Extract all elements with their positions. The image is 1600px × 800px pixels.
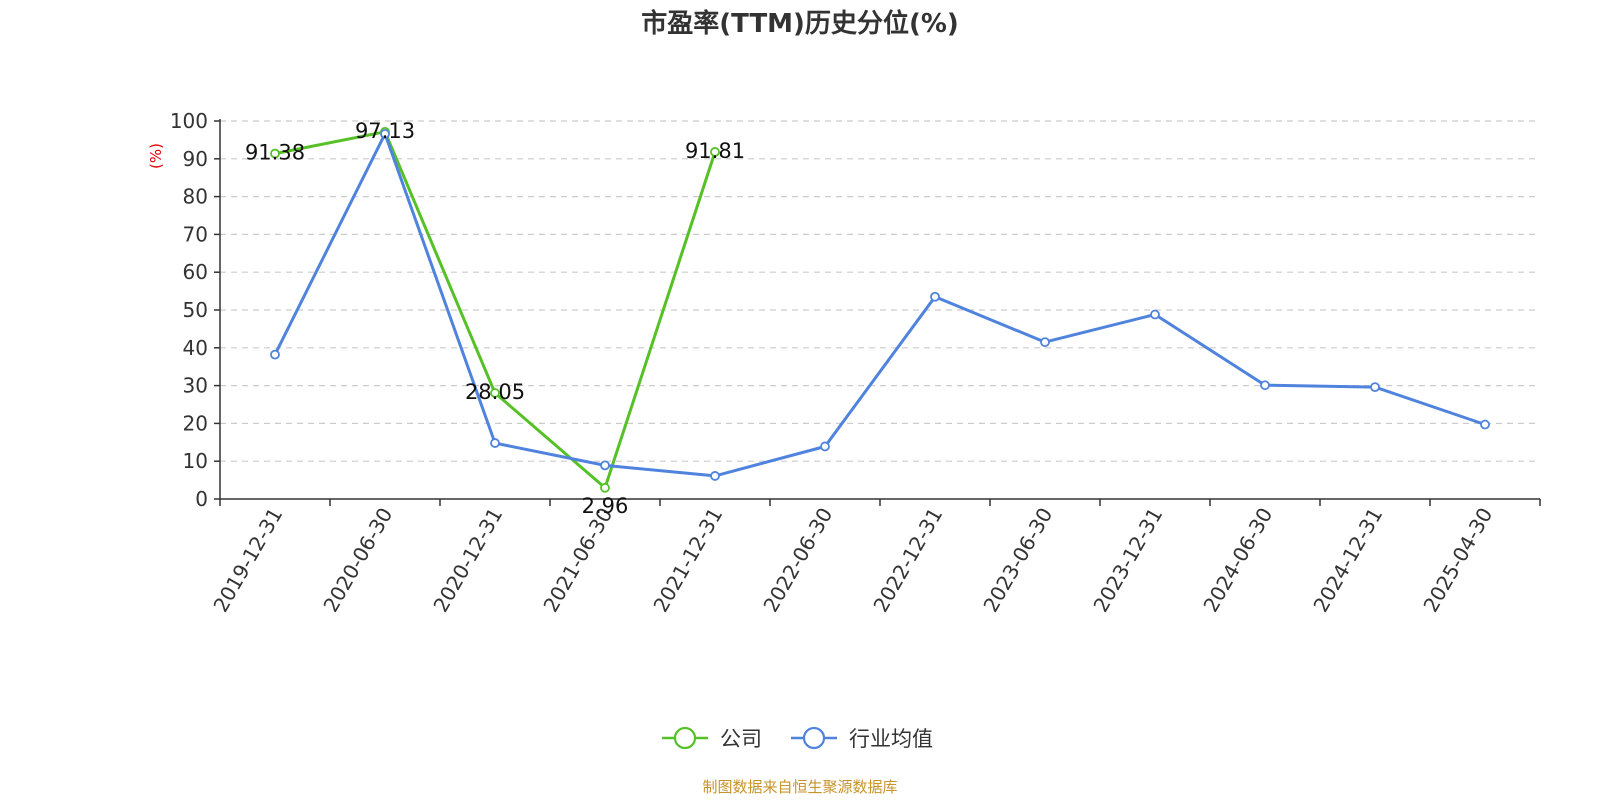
legend-item-0[interactable]: 公司: [662, 726, 762, 751]
y-tick-label: 20: [183, 411, 208, 435]
data-label: 91.81: [685, 139, 745, 163]
y-tick-label: 10: [183, 449, 208, 473]
y-tick-label: 60: [183, 260, 208, 284]
data-point: [380, 128, 390, 139]
chart-title: 市盈率(TTM)历史分位(%): [641, 8, 959, 39]
data-point: [1370, 382, 1380, 393]
x-tick-label: 2019-12-31: [208, 504, 287, 617]
x-tick-label: 2025-04-30: [1418, 504, 1497, 617]
legend-label: 行业均值: [849, 727, 933, 751]
x-axis: 2019-12-31 2020-06-30 2020-12-31 2021-06-30…: [208, 498, 1541, 617]
y-axis-unit: (%): [147, 143, 165, 169]
legend-item-1[interactable]: 行业均值: [791, 726, 933, 751]
data-label: 28.05: [465, 380, 525, 404]
data-label: 91.38: [245, 141, 305, 165]
data-point: [1040, 337, 1050, 348]
legend-label: 公司: [720, 727, 762, 751]
legend[interactable]: 公司 行业均值: [662, 726, 933, 751]
data-point: [1150, 309, 1160, 320]
data-point: [710, 471, 720, 481]
y-axis: 0 10 20 30 40 50 60 70 80 90 100: [170, 109, 221, 511]
data-point: [820, 441, 830, 452]
x-tick-label: 2022-12-31: [868, 504, 947, 617]
y-tick-label: 30: [183, 374, 208, 398]
x-tick-label: 2020-12-31: [428, 504, 507, 617]
data-point: [600, 482, 610, 493]
series-lines: [270, 126, 1490, 493]
y-tick-label: 100: [170, 109, 208, 133]
x-tick-label: 2022-06-30: [758, 504, 837, 617]
data-point: [490, 388, 500, 398]
source-note: 制图数据来自恒生聚源数据库: [702, 778, 897, 796]
y-tick-label: 50: [183, 298, 208, 322]
legend-marker-icon: [802, 726, 826, 750]
gridlines: [220, 120, 1540, 462]
data-point: [1480, 419, 1490, 430]
data-point: [270, 349, 280, 360]
data-point: [710, 147, 720, 157]
x-tick-label: 2023-12-31: [1088, 504, 1167, 617]
x-tick-label: 2024-06-30: [1198, 504, 1277, 617]
y-tick-label: 40: [183, 336, 208, 360]
data-label: 97.13: [355, 119, 415, 143]
y-tick-label: 70: [183, 222, 208, 246]
data-point: [490, 438, 500, 448]
data-point: [930, 291, 940, 302]
x-tick-label: 2021-06-30: [538, 504, 617, 617]
series-line-1: [273, 132, 1486, 478]
data-labels: 91.38 97.13 28.05 2.96 91.81: [245, 119, 745, 518]
legend-marker-icon: [673, 726, 697, 750]
x-tick-label: 2023-06-30: [978, 504, 1057, 617]
y-tick-label: 80: [183, 185, 208, 209]
y-tick-label: 90: [183, 147, 208, 171]
x-tick-label: 2024-12-31: [1308, 504, 1387, 617]
x-tick-label: 2020-06-30: [318, 504, 397, 617]
data-point: [270, 148, 280, 159]
data-point: [600, 460, 610, 471]
data-point: [1260, 380, 1270, 391]
y-tick-label: 0: [195, 487, 208, 511]
data-label: 2.96: [582, 494, 629, 518]
x-tick-label: 2021-12-31: [648, 504, 727, 617]
